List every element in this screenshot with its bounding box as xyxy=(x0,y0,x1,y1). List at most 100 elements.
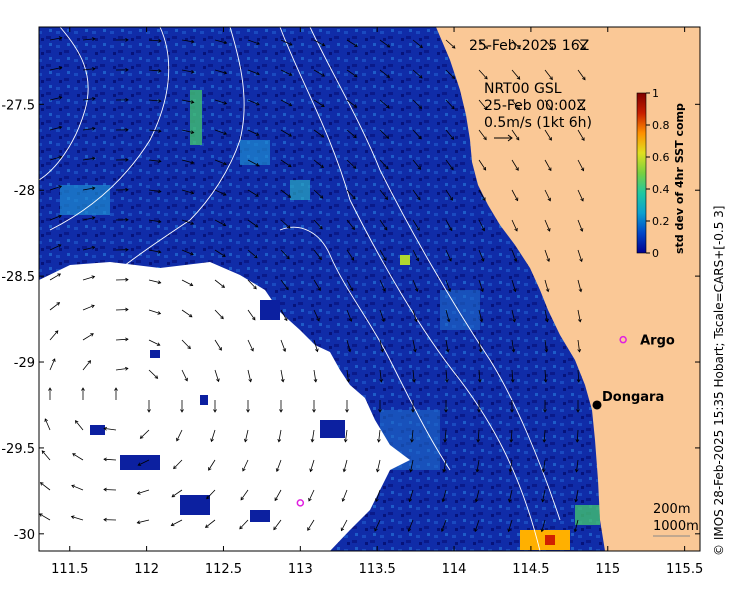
current-vector xyxy=(82,333,94,341)
current-vector-head xyxy=(580,197,584,202)
current-vector xyxy=(44,418,51,431)
current-vector-head xyxy=(418,105,423,109)
current-vector xyxy=(375,489,381,502)
current-vector-head xyxy=(307,527,311,531)
current-vector xyxy=(577,189,584,202)
current-vector xyxy=(577,39,586,50)
current-vector-head xyxy=(239,525,243,530)
y-tick-label: -29.5 xyxy=(1,442,35,457)
current-vector-head xyxy=(510,409,514,413)
current-vector xyxy=(280,189,291,198)
current-vector xyxy=(445,249,452,262)
current-vector-head xyxy=(444,409,448,413)
current-vector xyxy=(244,429,249,442)
current-vector-head xyxy=(517,45,521,50)
current-vector xyxy=(544,279,549,292)
current-vector xyxy=(346,39,358,47)
current-vector xyxy=(379,279,386,292)
current-vector-head xyxy=(243,438,248,443)
current-vector xyxy=(148,339,160,346)
current-vector-head xyxy=(413,348,417,353)
current-vector xyxy=(441,519,447,532)
current-vector xyxy=(49,273,61,281)
current-vector-head xyxy=(70,515,75,519)
current-vector xyxy=(181,129,194,134)
current-vector-head xyxy=(72,453,76,457)
x-tick-label: 115.5 xyxy=(666,562,703,577)
current-vector-head xyxy=(450,166,454,171)
current-vector-head xyxy=(92,37,96,41)
current-vector-head xyxy=(170,522,175,527)
current-vector-head xyxy=(451,45,456,49)
current-vector xyxy=(214,39,227,44)
current-vector xyxy=(82,360,91,371)
current-vector-head xyxy=(580,167,585,172)
current-vector xyxy=(342,489,348,502)
argo-float-marker xyxy=(296,499,305,507)
current-vector-head xyxy=(378,409,382,413)
current-vector-head xyxy=(220,315,224,320)
current-vector xyxy=(148,69,161,72)
current-vector-head xyxy=(103,487,107,492)
current-vector xyxy=(49,302,60,311)
current-vector-head xyxy=(44,418,48,422)
current-vector-head xyxy=(353,73,358,78)
current-vector xyxy=(511,219,518,232)
current-vector-head xyxy=(41,450,46,454)
current-vector xyxy=(379,219,388,231)
current-vector xyxy=(82,305,95,311)
current-vector-head xyxy=(577,348,582,353)
current-vector-head xyxy=(139,435,144,439)
current-vector xyxy=(478,39,488,49)
colorbar-tick-label: 0.2 xyxy=(652,215,670,228)
place-label-dongara: Dongara xyxy=(602,390,664,405)
current-vector xyxy=(346,279,353,291)
current-vector-head xyxy=(514,227,518,232)
colorbar-gradient xyxy=(636,92,647,254)
current-vector xyxy=(379,129,389,139)
current-vector-head xyxy=(545,288,550,293)
current-vector xyxy=(214,219,226,226)
current-vector xyxy=(374,519,381,532)
current-vector xyxy=(313,309,320,322)
current-vector-head xyxy=(288,102,293,107)
current-vector-head xyxy=(375,468,380,473)
current-vector-head xyxy=(383,226,388,231)
current-vector xyxy=(280,219,291,229)
current-vector-head xyxy=(574,468,579,473)
current-vector xyxy=(214,249,226,257)
current-vector xyxy=(577,159,584,171)
current-vector-head xyxy=(451,105,455,110)
current-vector xyxy=(510,429,513,442)
current-vector-head xyxy=(56,302,61,306)
current-vector-head xyxy=(103,426,108,431)
current-vector xyxy=(477,429,480,442)
current-vector xyxy=(181,219,194,225)
current-vector xyxy=(214,279,225,288)
current-vector-head xyxy=(223,40,228,45)
current-vector-head xyxy=(516,76,521,80)
current-vector-head xyxy=(543,409,547,413)
current-vector xyxy=(49,126,62,131)
current-vector-head xyxy=(385,135,390,139)
current-vector xyxy=(577,309,581,322)
current-vector xyxy=(171,519,183,526)
current-vector xyxy=(511,69,521,80)
current-vector-head xyxy=(315,348,319,353)
current-vector-head xyxy=(409,468,413,473)
current-vector xyxy=(445,159,454,170)
current-vector xyxy=(511,309,516,322)
current-vector xyxy=(313,279,321,291)
current-vector-head xyxy=(414,288,419,292)
current-vector-head xyxy=(125,187,129,192)
current-vector xyxy=(376,459,381,472)
current-vector-head xyxy=(308,497,312,502)
credit-text: © IMOS 28-Feb-2025 15:35 Hobart; Tscale=… xyxy=(712,205,726,556)
x-tick-label: 112 xyxy=(134,562,159,577)
current-vector xyxy=(346,69,358,78)
current-vector xyxy=(478,309,483,322)
current-vector-head xyxy=(476,439,481,443)
current-vector xyxy=(247,369,252,382)
current-vector-head xyxy=(548,167,552,172)
current-vector xyxy=(214,369,219,382)
